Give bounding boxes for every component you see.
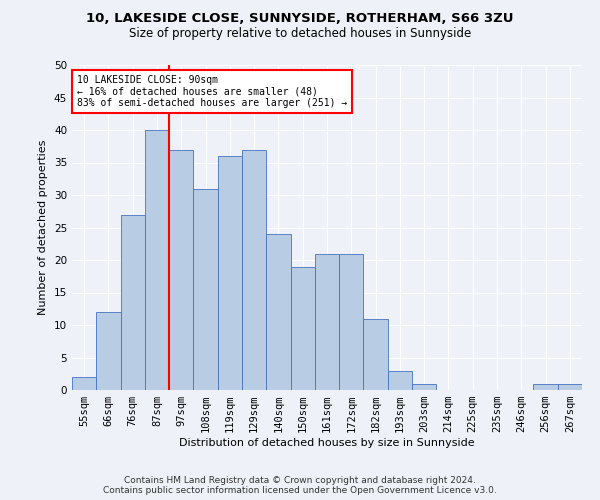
Text: Size of property relative to detached houses in Sunnyside: Size of property relative to detached ho… (129, 28, 471, 40)
Text: 10 LAKESIDE CLOSE: 90sqm
← 16% of detached houses are smaller (48)
83% of semi-d: 10 LAKESIDE CLOSE: 90sqm ← 16% of detach… (77, 74, 347, 108)
Bar (558, 384, 582, 390)
Bar (339, 254, 364, 390)
Bar (121, 214, 145, 390)
Bar (266, 234, 290, 390)
Bar (218, 156, 242, 390)
Text: Contains HM Land Registry data © Crown copyright and database right 2024.
Contai: Contains HM Land Registry data © Crown c… (103, 476, 497, 495)
X-axis label: Distribution of detached houses by size in Sunnyside: Distribution of detached houses by size … (179, 438, 475, 448)
Y-axis label: Number of detached properties: Number of detached properties (38, 140, 49, 315)
Bar (388, 370, 412, 390)
Bar (290, 266, 315, 390)
Bar (96, 312, 121, 390)
Bar (412, 384, 436, 390)
Text: 10, LAKESIDE CLOSE, SUNNYSIDE, ROTHERHAM, S66 3ZU: 10, LAKESIDE CLOSE, SUNNYSIDE, ROTHERHAM… (86, 12, 514, 26)
Bar (72, 377, 96, 390)
Bar (242, 150, 266, 390)
Bar (533, 384, 558, 390)
Bar (145, 130, 169, 390)
Bar (193, 188, 218, 390)
Bar (364, 318, 388, 390)
Bar (169, 150, 193, 390)
Bar (315, 254, 339, 390)
